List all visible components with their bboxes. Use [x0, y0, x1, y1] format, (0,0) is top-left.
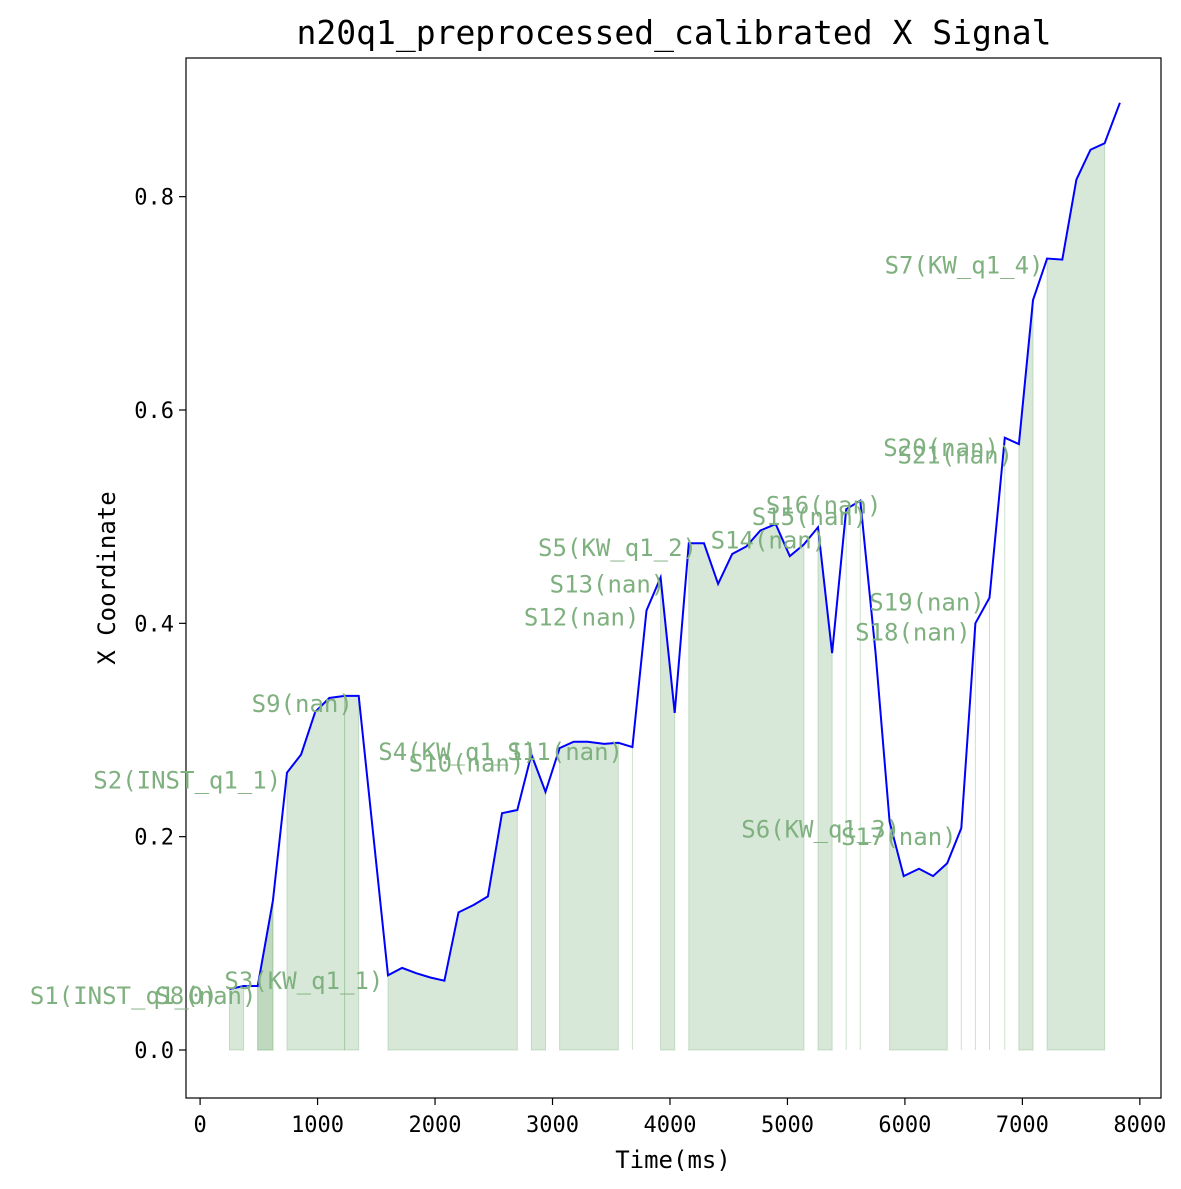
segment-label: S2(INST_q1_1): [93, 767, 281, 795]
chart-title: n20q1_preprocessed_calibrated X Signal: [297, 13, 1052, 53]
signal-line: [229, 102, 1121, 991]
segment-label: S12(nan): [524, 603, 640, 631]
segment-label: S19(nan): [869, 589, 985, 617]
x-tick-label: 5000: [761, 1113, 814, 1138]
segment-labels: S1(INST_q1_0)S8(nan)S3(KW_q1_1) S2(INST_q…: [30, 251, 1044, 1010]
segment-label: S15(nan): [752, 503, 868, 531]
y-axis-label: X Coordinate: [93, 491, 121, 664]
x-tick-label: 7000: [996, 1113, 1049, 1138]
segment-label: S14(nan): [711, 527, 827, 555]
segment-area-8: [559, 741, 619, 1051]
y-tick-label: 0.4: [134, 612, 174, 637]
x-tick-label: 4000: [643, 1113, 696, 1138]
segment-label: S6(KW_q1_3): [741, 816, 900, 844]
segment-area-5: [344, 695, 360, 1051]
y-tick-label: 0.2: [134, 826, 174, 851]
segment-label: S9(nan): [252, 690, 353, 718]
axes: 0 1000 2000 3000 4000 5000 6000 7000 8000 0.0 0.2 0…: [134, 186, 1166, 1138]
segment-label: S3(KW_q1_1): [224, 967, 383, 995]
x-tick-label: 0: [193, 1113, 206, 1138]
y-tick-label: 0.0: [134, 1039, 174, 1064]
segment-label: S10(nan): [409, 750, 525, 778]
segment-label: S13(nan): [550, 570, 666, 598]
segment-label: S20(nan): [883, 434, 999, 462]
x-axis-label: Time(ms): [615, 1146, 731, 1174]
segment-area-6: [387, 809, 518, 1051]
segment-label: S1(INST_q1_0): [30, 982, 218, 1010]
segment-label: S18(nan): [855, 618, 971, 646]
y-tick-label: 0.6: [134, 399, 174, 424]
segment-label: S16(nan): [766, 491, 882, 519]
x-tick-label: 2000: [409, 1113, 462, 1138]
x-tick-label: 1000: [291, 1113, 344, 1138]
segment-label: S7(KW_q1_4): [885, 251, 1044, 279]
y-tick-label: 0.8: [134, 186, 174, 211]
segment-label: S8(nan): [155, 982, 256, 1010]
segment-label: S11(nan): [507, 738, 623, 766]
segment-area-4: [286, 695, 346, 1051]
plot-frame: [185, 57, 1162, 1099]
segment-label: S4(KW_q1_1): [378, 738, 537, 766]
segment-area-12: [817, 527, 833, 1051]
segment-label: S5(KW_q1_2): [538, 534, 697, 562]
segment-label: S17(nan): [841, 823, 957, 851]
segment-area-21: [1046, 142, 1106, 1051]
x-tick-label: 3000: [526, 1113, 579, 1138]
segment-area-7: [530, 754, 546, 1051]
x-tick-label: 6000: [878, 1113, 931, 1138]
plot-area: [229, 102, 1121, 1051]
segment-area-11: [688, 523, 805, 1051]
segment-label: S21(nan): [897, 441, 1013, 469]
x-tick-label: 8000: [1113, 1113, 1166, 1138]
